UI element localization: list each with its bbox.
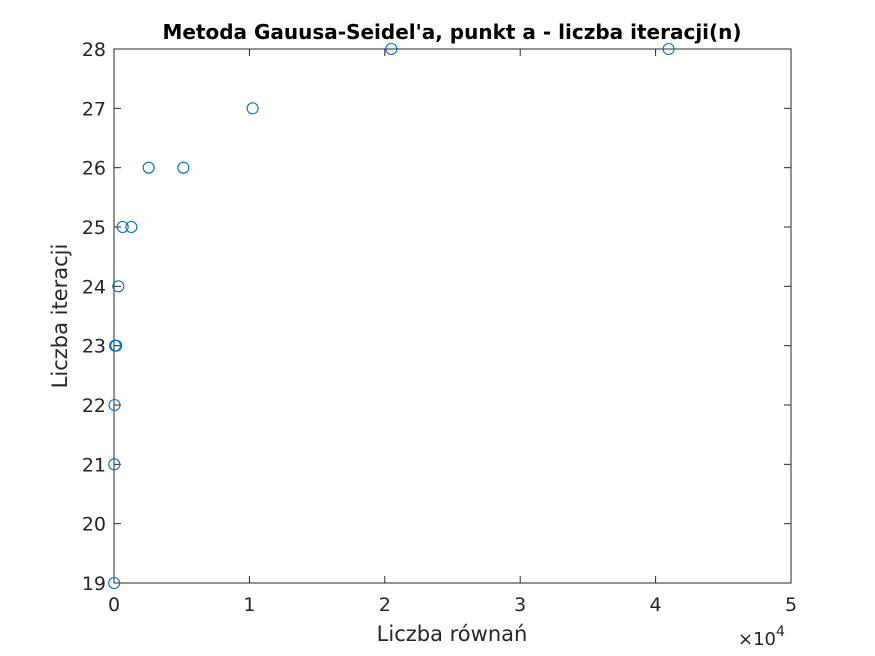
x-tick-label: 2 [379,594,391,616]
x-tick-label: 0 [108,594,120,616]
x-tick-label: 1 [243,594,255,616]
data-point [108,458,121,471]
y-tick-label: 24 [82,276,106,298]
data-point [662,42,675,56]
y-tick-label: 28 [82,39,106,61]
data-point [142,161,155,174]
data-point [108,398,121,412]
axes-box [113,48,792,584]
x-tick-label: 5 [785,594,797,616]
y-tick-label: 26 [82,158,106,180]
x-axis-exponent: ×104 [738,624,785,650]
x-axis-label: Liczba równań [377,622,528,646]
data-point [385,42,398,56]
data-points [108,42,675,590]
data-point [116,220,129,234]
data-point [177,161,190,174]
x-axis-ticks: 0 1 2 3 4 5 [108,49,797,616]
data-point [112,280,125,293]
data-point [246,102,259,115]
x-axis-exponent-base: ×10 [738,629,776,650]
data-point [108,576,121,590]
y-tick-label: 21 [82,454,106,476]
y-tick-label: 25 [82,217,106,239]
data-point [125,220,138,234]
y-axis-label: Liczba iteracji [48,244,72,389]
y-tick-label: 20 [82,514,106,536]
data-point [110,339,123,352]
x-tick-label: 4 [650,594,662,616]
x-axis-exponent-power: 4 [776,624,785,640]
chart-title: Metoda Gauusa-Seidel'a, punkt a - liczba… [162,20,741,44]
y-tick-label: 19 [82,573,106,595]
y-tick-label: 23 [82,336,106,358]
plot-area [113,48,792,584]
x-tick-label: 3 [514,594,526,616]
y-tick-label: 27 [82,98,106,120]
y-tick-label: 22 [82,395,106,417]
